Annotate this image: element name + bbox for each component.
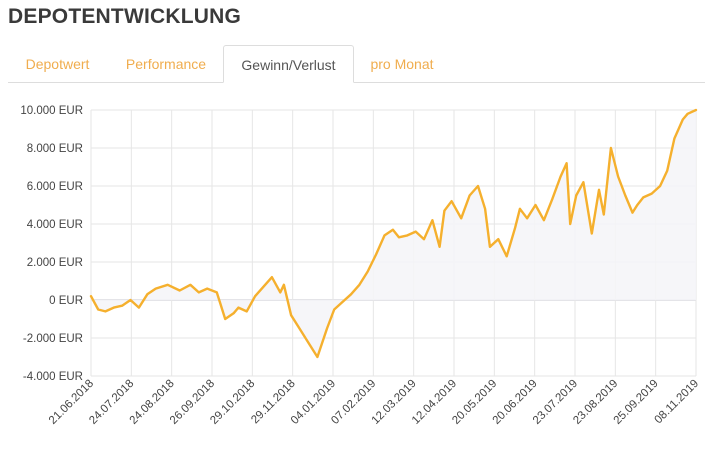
profit-loss-chart: -4.000 EUR -2.000 EUR 0 EUR 2.000 EUR 4.000 … [20,105,702,427]
data-point [306,340,309,343]
data-point [468,194,471,197]
series-area [91,110,696,357]
data-point [316,356,319,358]
data-point [636,204,639,206]
data-point [489,245,491,248]
data-point [215,291,218,294]
data-point [138,306,140,309]
data-point [146,293,149,296]
data-point [333,308,336,311]
data-point [450,200,453,203]
tab-depotwert[interactable]: Depotwert [25,56,90,72]
data-point [406,234,409,237]
data-point [650,192,653,195]
data-point [602,213,605,216]
data-point [290,314,292,317]
data-point [121,304,123,307]
tab-gewinn-verlust[interactable]: Gewinn/Verlust [223,45,354,83]
data-point [262,285,265,288]
y-tick-label: 2.000 EUR [27,257,83,269]
data-point [686,112,689,115]
data-point [237,306,240,309]
data-point [569,223,572,225]
data-point [298,327,301,330]
data-point [484,207,486,210]
y-tick-label: 6.000 EUR [27,181,83,193]
y-tick-label: 4.000 EUR [27,219,83,231]
data-point [197,291,200,294]
data-point [477,185,479,187]
tab-bar: Depotwert Performance Gewinn/Verlust pro… [8,45,705,83]
data-point [350,293,352,296]
data-point [526,217,528,220]
data-point [206,287,209,290]
data-point [519,207,521,210]
data-point [129,299,132,301]
data-point [375,253,377,256]
data-point [505,255,508,258]
data-point [443,209,446,212]
data-point [610,147,612,149]
data-point [624,194,627,197]
data-point [681,118,684,121]
y-tick-label: 8.000 EUR [27,143,83,155]
data-point [534,204,537,206]
data-point [189,283,192,286]
data-point [673,137,676,140]
data-point [104,310,107,313]
data-point [431,219,434,222]
data-point [254,295,256,298]
data-point [232,312,235,315]
data-point [659,185,661,187]
data-point [559,175,562,178]
data-point [642,196,645,199]
data-point [154,287,157,290]
data-point [245,310,248,313]
data-point [551,198,554,201]
x-tick-label: 08.11.2019 [653,378,702,427]
data-point [279,291,282,294]
data-point [598,188,600,191]
tab-pro-monat[interactable]: pro Monat [370,56,434,72]
data-point [383,234,386,237]
y-tick-label: -4.000 EUR [23,371,83,383]
data-point [631,211,634,214]
data-point [283,283,285,286]
data-point [392,228,394,231]
data-point [97,308,100,311]
page-title: DEPOTENTWICKLUNG [8,5,242,28]
data-point [514,226,516,229]
data-point [271,276,273,279]
data-point [90,295,92,298]
data-point [617,175,619,178]
data-point [575,194,578,197]
tab-performance[interactable]: Performance [125,56,207,72]
data-point [565,162,568,165]
data-point [326,327,328,330]
data-point [398,236,400,239]
y-tick-label: -2.000 EUR [23,333,83,345]
data-point [366,270,369,273]
data-point [178,289,181,292]
data-point [438,245,441,248]
y-tick-label: 0 EUR [49,295,83,307]
data-point [341,301,344,303]
data-point [543,219,545,222]
data-point [497,238,500,241]
y-tick-label: 10.000 EUR [20,105,83,117]
data-point [590,232,593,235]
data-point [414,230,417,233]
data-point [460,217,463,220]
data-point [112,306,115,309]
data-point [695,109,697,111]
data-point [666,169,669,172]
data-point [166,283,169,286]
data-point [582,181,585,184]
data-point [358,283,361,286]
data-point [423,238,425,241]
data-point [224,318,227,320]
